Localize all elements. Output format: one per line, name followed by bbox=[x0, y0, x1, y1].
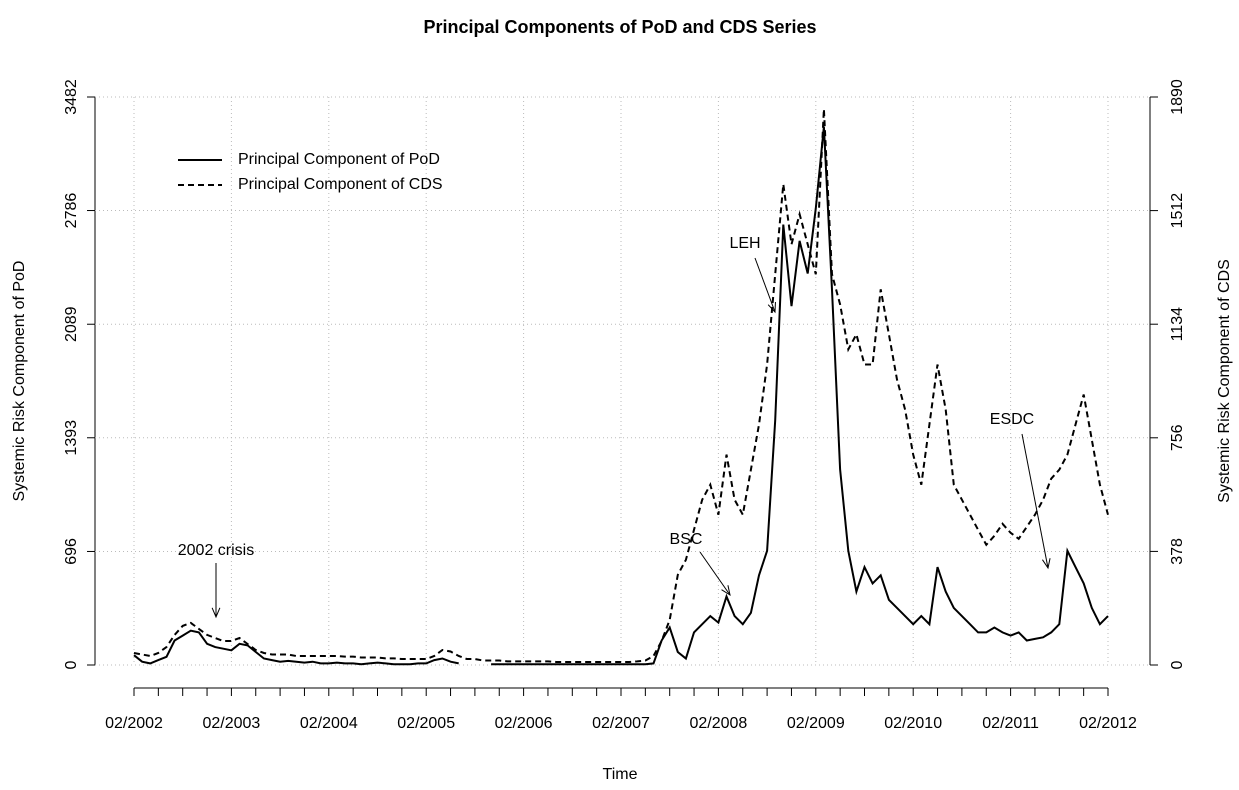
annotation: 2002 crisis bbox=[178, 542, 254, 559]
legend-label: Principal Component of CDS bbox=[238, 176, 443, 193]
annotation: BSC bbox=[670, 531, 703, 548]
x-tick-label: 02/2006 bbox=[495, 715, 553, 732]
x-tick-label: 02/2005 bbox=[397, 715, 455, 732]
y2-tick-label: 1134 bbox=[1169, 307, 1186, 342]
x-tick-label: 02/2012 bbox=[1079, 715, 1137, 732]
legend-label: Principal Component of PoD bbox=[238, 151, 440, 168]
series-line bbox=[133, 108, 1109, 663]
x-tick-label: 02/2010 bbox=[884, 715, 942, 732]
annotation-arrowhead bbox=[211, 607, 221, 619]
x-axis-label: Time bbox=[603, 766, 638, 783]
y2-tick-label: 1512 bbox=[1169, 193, 1186, 229]
x-tick-label: 02/2004 bbox=[300, 715, 358, 732]
y-tick-label: 2089 bbox=[63, 306, 80, 342]
x-tick-label: 02/2008 bbox=[689, 715, 747, 732]
annotation-arrow bbox=[1021, 433, 1049, 569]
y2-tick-label: 1890 bbox=[1169, 79, 1186, 115]
y-axis-label: Systemic Risk Component of PoD bbox=[11, 261, 28, 502]
y-tick-label: 3482 bbox=[63, 79, 80, 115]
y2-tick-label: 378 bbox=[1169, 538, 1186, 565]
annotation-arrow bbox=[699, 551, 731, 596]
annotation: LEH bbox=[729, 235, 760, 252]
y-tick-label: 0 bbox=[63, 660, 80, 669]
x-tick-label: 02/2011 bbox=[982, 715, 1039, 732]
y2-axis-label: Systemic Risk Component of CDS bbox=[1216, 259, 1233, 503]
y-tick-label: 1393 bbox=[63, 420, 80, 456]
annotation-arrow bbox=[754, 257, 776, 313]
annotation-arrowhead bbox=[767, 301, 776, 314]
annotation-arrowhead bbox=[1042, 558, 1051, 570]
x-tick-label: 02/2002 bbox=[105, 715, 163, 732]
x-tick-label: 02/2003 bbox=[202, 715, 260, 732]
annotation: ESDC bbox=[990, 411, 1034, 428]
y-tick-label: 696 bbox=[63, 538, 80, 565]
chart-title: Principal Components of PoD and CDS Seri… bbox=[423, 17, 816, 37]
y2-tick-label: 756 bbox=[1169, 424, 1186, 451]
series-line bbox=[133, 126, 1109, 666]
x-tick-label: 02/2007 bbox=[592, 715, 650, 732]
x-tick-label: 02/2009 bbox=[787, 715, 845, 732]
y-tick-label: 2786 bbox=[63, 193, 80, 229]
y2-tick-label: 0 bbox=[1169, 660, 1186, 669]
annotation-arrowhead bbox=[721, 585, 731, 597]
